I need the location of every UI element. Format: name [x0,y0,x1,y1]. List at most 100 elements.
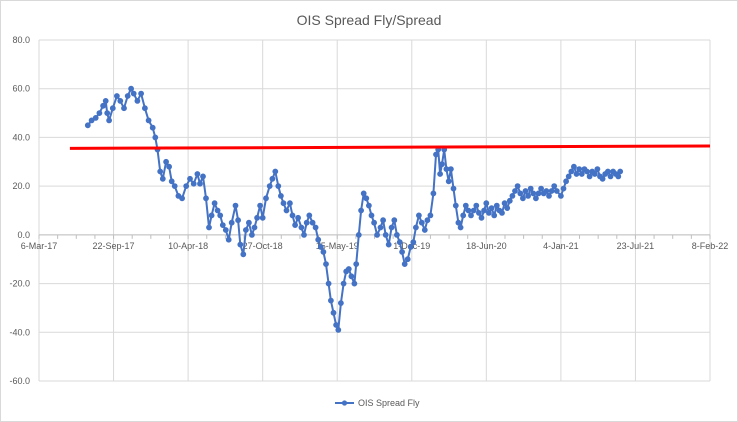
y-tick-label: 40.0 [12,132,30,142]
x-tick-label: 10-Apr-18 [168,241,208,251]
data-point [328,297,334,304]
data-point [121,105,127,112]
data-point [401,261,408,268]
data-point [396,239,403,246]
data-point [615,173,622,180]
data-point [538,185,544,192]
data-point [203,195,209,202]
data-point [605,168,611,175]
data-point [298,224,305,231]
data-point [553,188,560,194]
data-point [530,190,537,197]
data-point [501,200,508,207]
data-point [166,163,173,170]
data-point [460,212,467,219]
data-point [424,217,431,224]
data-point [312,224,319,231]
data-point [584,168,590,175]
data-point [246,219,252,226]
y-tick-label: -20.0 [9,279,30,289]
data-point [317,244,324,250]
data-point [573,171,580,177]
data-point [576,166,583,173]
data-point [149,124,156,131]
data-point [138,90,145,97]
data-point [208,212,215,219]
data-point [546,193,552,199]
data-point [462,202,469,209]
data-point [533,195,539,202]
data-point [240,251,247,258]
y-tick-label: -60.0 [9,376,30,386]
data-point [543,188,550,194]
data-point [599,175,606,182]
data-point [571,163,577,170]
data-point [340,280,347,287]
data-point [483,200,490,207]
data-point [289,212,296,219]
data-point [206,224,212,231]
data-point [104,110,111,116]
data-point [363,195,370,202]
data-point [452,202,459,209]
x-tick-label: 27-Oct-18 [243,241,283,251]
data-point [309,219,316,226]
data-point [607,173,614,180]
data-point [142,105,148,112]
x-tick-label: 4-Jan-21 [543,241,579,251]
data-point [468,212,474,219]
data-point [100,102,106,109]
data-point [266,183,273,190]
data-point [114,93,120,99]
data-point [92,115,99,121]
data-point [433,151,439,158]
data-point [159,175,166,182]
data-point [578,171,585,177]
data-point [488,205,495,212]
data-point [275,183,282,190]
data-point [355,232,362,238]
data-point [374,232,381,238]
data-point [504,205,511,212]
data-point [124,93,131,99]
x-tick-label: 6-Mar-17 [21,241,58,251]
x-tick-label: 22-Sep-17 [93,241,135,251]
data-point [168,178,175,185]
data-point [394,232,400,238]
data-point [491,212,498,219]
data-point [183,183,190,190]
legend-marker [341,400,348,406]
data-point [348,273,355,280]
data-point [187,175,193,182]
data-point [478,214,485,221]
data-point [306,212,313,219]
data-point [476,210,482,216]
data-point [197,180,203,187]
data-point [254,214,261,221]
data-point [217,212,224,219]
data-point [130,90,137,97]
data-point [437,171,444,177]
data-point [325,280,332,287]
data-point [200,173,206,180]
data-point [377,224,384,231]
data-point [421,227,428,233]
data-point [418,219,425,226]
data-point [558,193,564,199]
data-point [360,190,367,197]
data-point [237,241,244,248]
grid [38,39,711,382]
data-point [380,217,387,224]
data-point [283,207,290,214]
data-point [413,224,419,231]
data-point [345,266,352,272]
series-layer [69,85,711,333]
data-point [335,327,342,333]
data-point [445,178,452,185]
legend: OIS Spread Fly [335,398,420,408]
data-point [493,202,500,209]
data-point [358,207,365,214]
